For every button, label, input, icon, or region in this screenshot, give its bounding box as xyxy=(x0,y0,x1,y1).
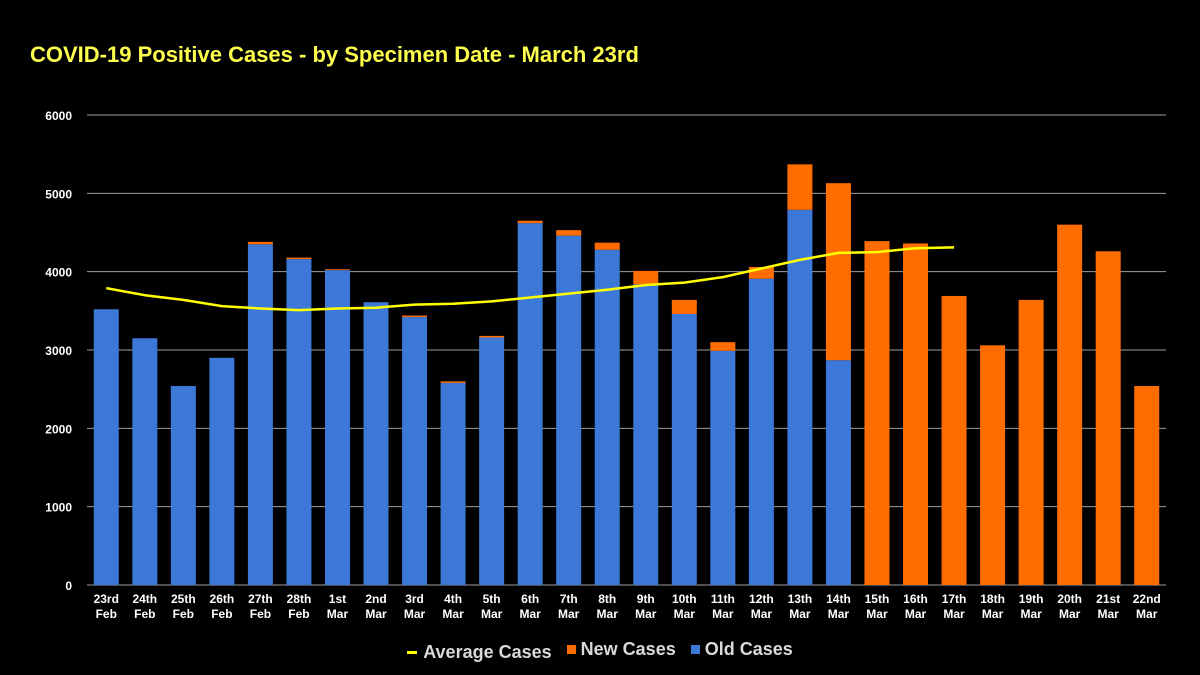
bar-old-cases xyxy=(594,249,620,585)
legend-item-old: Old Cases xyxy=(690,639,793,660)
bar-new-cases xyxy=(710,342,736,351)
chart-title: COVID-19 Positive Cases - by Specimen Da… xyxy=(30,42,639,67)
bar-old-cases xyxy=(132,338,158,585)
line-average-cases xyxy=(106,246,955,312)
bar-old-cases xyxy=(170,386,196,585)
x-tick-label: 28th Feb xyxy=(287,592,312,621)
x-tick-label: 15th Mar xyxy=(865,592,890,621)
bar-new-cases xyxy=(748,266,774,279)
bar-new-cases xyxy=(247,241,273,245)
x-tick-label: 13th Mar xyxy=(788,592,813,621)
bar-old-cases xyxy=(93,309,119,585)
x-tick-label: 10th Mar xyxy=(672,592,697,621)
x-tick-label: 7th Mar xyxy=(558,592,580,621)
legend-swatch-average xyxy=(407,651,418,654)
x-tick-label: 19th Mar xyxy=(1019,592,1044,621)
bar-new-cases xyxy=(440,381,466,383)
y-tick-label: 1000 xyxy=(45,501,72,515)
x-tick-label: 14th Mar xyxy=(826,592,851,621)
x-tick-label: 11th Mar xyxy=(711,592,735,621)
legend-label-old: Old Cases xyxy=(704,639,793,659)
bar-new-cases xyxy=(941,295,967,585)
bar-new-cases xyxy=(286,257,312,260)
x-tick-label: 2nd Mar xyxy=(365,592,387,621)
bar-new-cases xyxy=(633,270,659,285)
bar-old-cases xyxy=(671,313,697,585)
bar-new-cases xyxy=(556,230,582,236)
bar-old-cases xyxy=(363,302,389,585)
x-tick-label: 26th Feb xyxy=(210,592,235,621)
x-tick-label: 18th Mar xyxy=(980,592,1005,621)
x-tick-label: 22nd Mar xyxy=(1133,592,1161,621)
bar-new-cases xyxy=(517,220,543,224)
bar-new-cases xyxy=(671,299,697,314)
bar-new-cases xyxy=(787,164,813,210)
bar-old-cases xyxy=(710,350,736,585)
y-tick-label: 0 xyxy=(65,579,72,593)
bar-old-cases xyxy=(402,317,428,585)
y-tick-label: 6000 xyxy=(45,109,72,123)
legend-item-average: Average Cases xyxy=(407,642,552,663)
x-tick-label: 12th Mar xyxy=(749,592,774,621)
legend-label-average: Average Cases xyxy=(423,642,552,662)
bar-old-cases xyxy=(787,209,813,586)
x-tick-label: 1st Mar xyxy=(327,592,349,621)
bar-new-cases xyxy=(864,241,890,585)
legend-swatch-old xyxy=(690,645,700,654)
bar-new-cases xyxy=(825,183,851,361)
x-tick-label: 20th Mar xyxy=(1057,592,1082,621)
bar-old-cases xyxy=(825,360,851,585)
x-tick-label: 16th Mar xyxy=(903,592,928,621)
x-tick-label: 8th Mar xyxy=(597,592,619,621)
bar-old-cases xyxy=(633,284,659,585)
bar-old-cases xyxy=(247,244,273,585)
bar-old-cases xyxy=(748,278,774,585)
x-tick-label: 24th Feb xyxy=(132,592,157,621)
bar-new-cases xyxy=(1018,299,1044,585)
x-tick-label: 23rd Feb xyxy=(94,592,119,621)
bar-new-cases xyxy=(479,335,505,338)
bar-old-cases xyxy=(440,382,466,585)
bar-old-cases xyxy=(479,337,505,585)
x-tick-label: 9th Mar xyxy=(635,592,657,621)
y-tick-label: 4000 xyxy=(45,266,72,280)
legend-swatch-new xyxy=(566,645,576,654)
chart-legend: Average Cases New Cases Old Cases xyxy=(0,638,1200,663)
bar-new-cases xyxy=(1057,224,1083,585)
y-tick-label: 3000 xyxy=(45,344,72,358)
y-tick-label: 2000 xyxy=(45,422,72,436)
bar-old-cases xyxy=(324,270,350,585)
x-tick-label: 25th Feb xyxy=(171,592,196,621)
bar-old-cases xyxy=(286,259,312,585)
bar-new-cases xyxy=(1095,251,1121,586)
bar-new-cases xyxy=(903,243,929,585)
bar-old-cases xyxy=(209,357,235,585)
bar-old-cases xyxy=(556,235,582,585)
bar-new-cases xyxy=(324,269,350,271)
bar-new-cases xyxy=(402,315,428,318)
x-tick-label: 5th Mar xyxy=(481,592,503,621)
x-tick-label: 6th Mar xyxy=(519,592,541,621)
x-tick-label: 17th Mar xyxy=(942,592,967,621)
x-tick-label: 21st Mar xyxy=(1096,592,1120,621)
x-tick-label: 27th Feb xyxy=(248,592,273,621)
bar-new-cases xyxy=(1134,386,1160,585)
legend-item-new: New Cases xyxy=(566,639,676,660)
bar-old-cases xyxy=(517,223,543,585)
x-tick-label: 4th Mar xyxy=(442,592,464,621)
bar-new-cases xyxy=(594,242,620,250)
legend-label-new: New Cases xyxy=(580,639,676,659)
y-tick-label: 5000 xyxy=(45,187,72,201)
x-tick-label: 3rd Mar xyxy=(404,592,426,621)
bar-new-cases xyxy=(980,345,1006,585)
